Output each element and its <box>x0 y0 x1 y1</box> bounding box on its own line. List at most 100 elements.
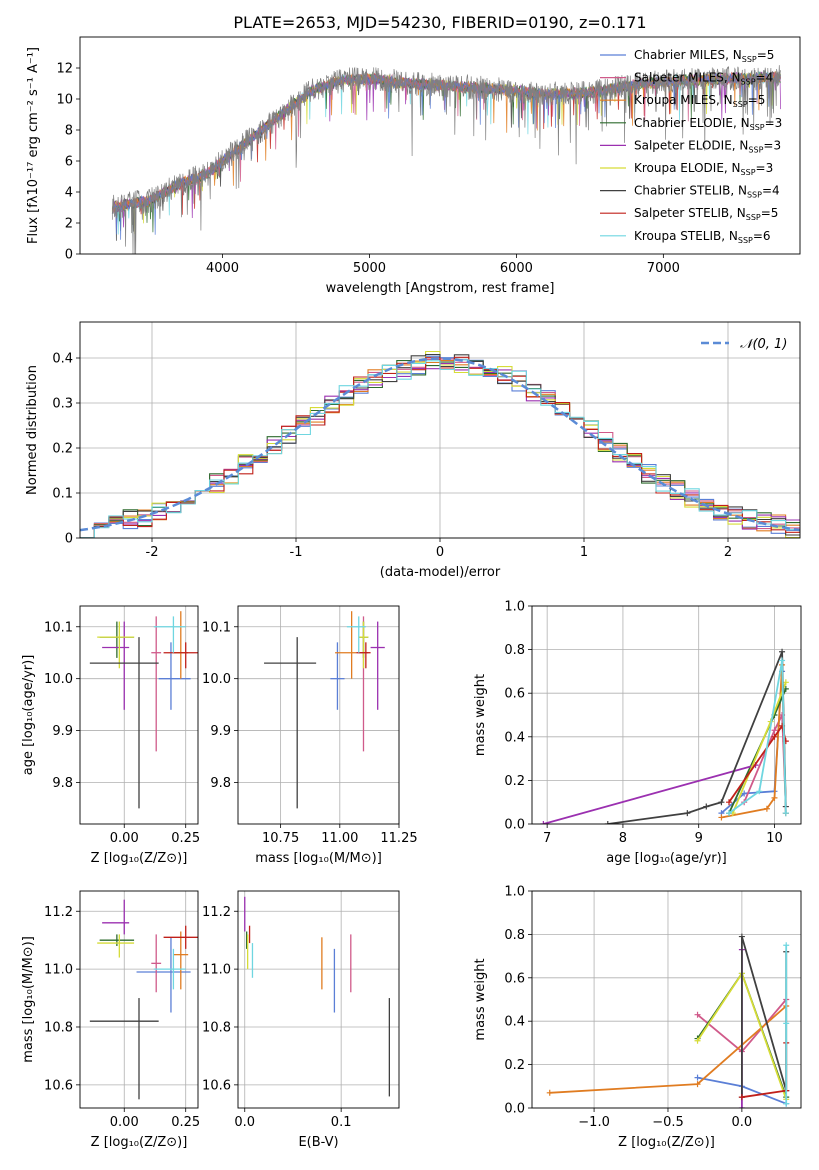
axes-frame <box>79 890 199 1109</box>
age-vs-Z-panel: 0.00 0.25 9.8 9.9 10.0 10.1 Z [log₁₀(Z/Z⊙)] age… <box>21 605 200 866</box>
legend-label-main: Salpeter MILES, N <box>634 71 741 85</box>
x-tick-label: 2 <box>724 545 732 560</box>
weight-marker <box>779 648 786 655</box>
legend-label-main: Chabrier ELODIE, N <box>634 116 750 130</box>
y-tick-label: 0.3 <box>52 397 73 412</box>
legend-label: 𝒩(0, 1) <box>740 337 787 352</box>
legend-label-suffix: =3 <box>756 161 774 175</box>
weight-marker <box>726 810 733 817</box>
y-tick-label: 0.4 <box>504 1015 525 1030</box>
axes-frame <box>237 605 400 825</box>
spectrum-panel: 4000 5000 6000 7000 0 2 4 6 8 10 12 wavelength [Ang… <box>26 36 801 296</box>
y-tick-label: 10.6 <box>44 1078 73 1093</box>
y-tick-label: 0.2 <box>504 774 525 789</box>
weight-marker <box>726 799 733 806</box>
weight-marker <box>756 788 763 795</box>
legend-label-sub: SSP <box>741 78 756 87</box>
y-tick-label: 0.4 <box>504 730 525 745</box>
scatter-plot-area <box>89 899 198 1100</box>
x-tick-label: 0.1 <box>331 1115 352 1130</box>
y-axis-label: mass weight <box>473 674 488 756</box>
axes-frame <box>531 605 802 825</box>
y-tick-label: 2 <box>65 217 73 232</box>
x-tick-label: −1.0 <box>578 1115 610 1130</box>
legend-label-sub: SSP <box>733 100 748 109</box>
residuals-panel: -2 -1 0 1 2 0 0.1 0.2 0.3 0.4 (data-model)/error No… <box>25 321 801 580</box>
y-tick-label: 10.8 <box>44 1020 73 1035</box>
weight-marker <box>782 679 789 686</box>
y-tick-label: 1.0 <box>504 885 525 900</box>
weight-marker <box>703 803 710 810</box>
mass-vs-Z-panel: 0.00 0.25 10.6 10.8 11.0 11.2 Z [log₁₀(Z/Z⊙)] m… <box>21 890 200 1150</box>
legend-label-sub: SSP <box>748 145 763 154</box>
y-tick-label: 10.6 <box>202 1078 231 1093</box>
y-tick-label: 9.8 <box>210 776 231 791</box>
y-tick-label: 11.2 <box>44 905 73 920</box>
legend-label: Kroupa STELIB, NSSP=6 <box>634 229 771 245</box>
legend-label-suffix: =5 <box>761 206 779 220</box>
residuals-plot-area <box>80 350 800 538</box>
x-tick-label: 7000 <box>647 261 680 276</box>
x-tick-label: 0 <box>436 545 444 560</box>
y-tick-label: 0.2 <box>52 442 73 457</box>
weight-marker <box>783 1020 790 1027</box>
x-axis-label: (data-model)/error <box>380 565 501 580</box>
weight-marker <box>771 794 778 801</box>
weight-marker <box>779 657 786 664</box>
y-tick-label: 12 <box>56 62 73 77</box>
figure-title: PLATE=2653, MJD=54230, FIBERID=0190, z=0… <box>233 13 646 32</box>
x-axis-label: Z [log₁₀(Z/Z⊙)] <box>91 1135 188 1150</box>
x-axis-label: mass [log₁₀(M/M⊙)] <box>255 851 382 866</box>
y-tick-label: 0.8 <box>504 643 525 658</box>
x-tick-label: 7 <box>543 831 551 846</box>
y-axis-label: Flux [fλ10⁻¹⁷ erg cm⁻² s⁻¹ A⁻¹] <box>26 47 41 244</box>
x-tick-label: 10 <box>766 831 783 846</box>
axes-frame <box>79 605 199 825</box>
weight-marker <box>718 814 725 821</box>
legend-label: Salpeter STELIB, NSSP=5 <box>634 206 778 222</box>
y-axis-label: Normed distribution <box>25 365 40 495</box>
weight-vs-age-panel: 7 8 9 10 0.0 0.2 0.4 0.6 0.8 1.0 age [log₁₀(age/yr… <box>473 600 802 866</box>
weight-marker <box>738 1094 745 1101</box>
weight-marker <box>694 1037 701 1044</box>
legend-label: Salpeter MILES, NSSP=4 <box>634 71 773 87</box>
weight-series-line <box>741 936 788 1098</box>
weight-series-line <box>728 660 787 814</box>
x-tick-label: 10.75 <box>262 831 299 846</box>
y-tick-label: 10.0 <box>202 672 231 687</box>
x-tick-label: 0.0 <box>234 1115 255 1130</box>
y-tick-label: 0.0 <box>504 818 525 833</box>
y-tick-label: 0.6 <box>504 687 525 702</box>
weight-marker <box>741 790 748 797</box>
y-tick-label: 11.0 <box>202 963 231 978</box>
legend-label-suffix: =4 <box>756 71 774 85</box>
legend-label-sub: SSP <box>750 123 765 132</box>
weight-vs-Z-panel: −1.0 −0.5 0.0 0.0 0.2 0.4 0.6 0.8 1.0 Z [log₁₀(Z/… <box>473 885 802 1150</box>
y-axis-label: mass [log₁₀(M/M⊙)] <box>21 936 36 1063</box>
x-tick-label: −0.5 <box>652 1115 684 1130</box>
y-axis-label: age [log₁₀(age/yr)] <box>21 655 36 776</box>
y-tick-label: 0.1 <box>52 487 73 502</box>
x-tick-label: -2 <box>146 545 159 560</box>
axes-frame <box>531 890 802 1109</box>
legend-label-sub: SSP <box>746 213 761 222</box>
x-tick-label: 9 <box>695 831 703 846</box>
x-tick-label: 0.25 <box>171 1115 200 1130</box>
weight-plot-area <box>546 933 790 1108</box>
x-axis-label: wavelength [Angstrom, rest frame] <box>326 281 555 296</box>
x-tick-label: 8 <box>619 831 627 846</box>
weight-marker <box>604 821 611 824</box>
y-tick-label: 0.2 <box>504 1058 525 1073</box>
y-tick-label: 10.1 <box>44 620 73 635</box>
legend-label: Chabrier ELODIE, NSSP=3 <box>634 116 782 132</box>
weight-marker <box>738 933 745 940</box>
weight-marker <box>684 810 691 817</box>
legend-label-main: Salpeter STELIB, N <box>634 206 746 220</box>
legend-label-main: Kroupa STELIB, N <box>634 229 738 243</box>
legend-label-main: Kroupa ELODIE, N <box>634 161 741 175</box>
weight-plot-area <box>540 648 789 824</box>
x-tick-label: 6000 <box>500 261 533 276</box>
weight-marker <box>763 805 770 812</box>
